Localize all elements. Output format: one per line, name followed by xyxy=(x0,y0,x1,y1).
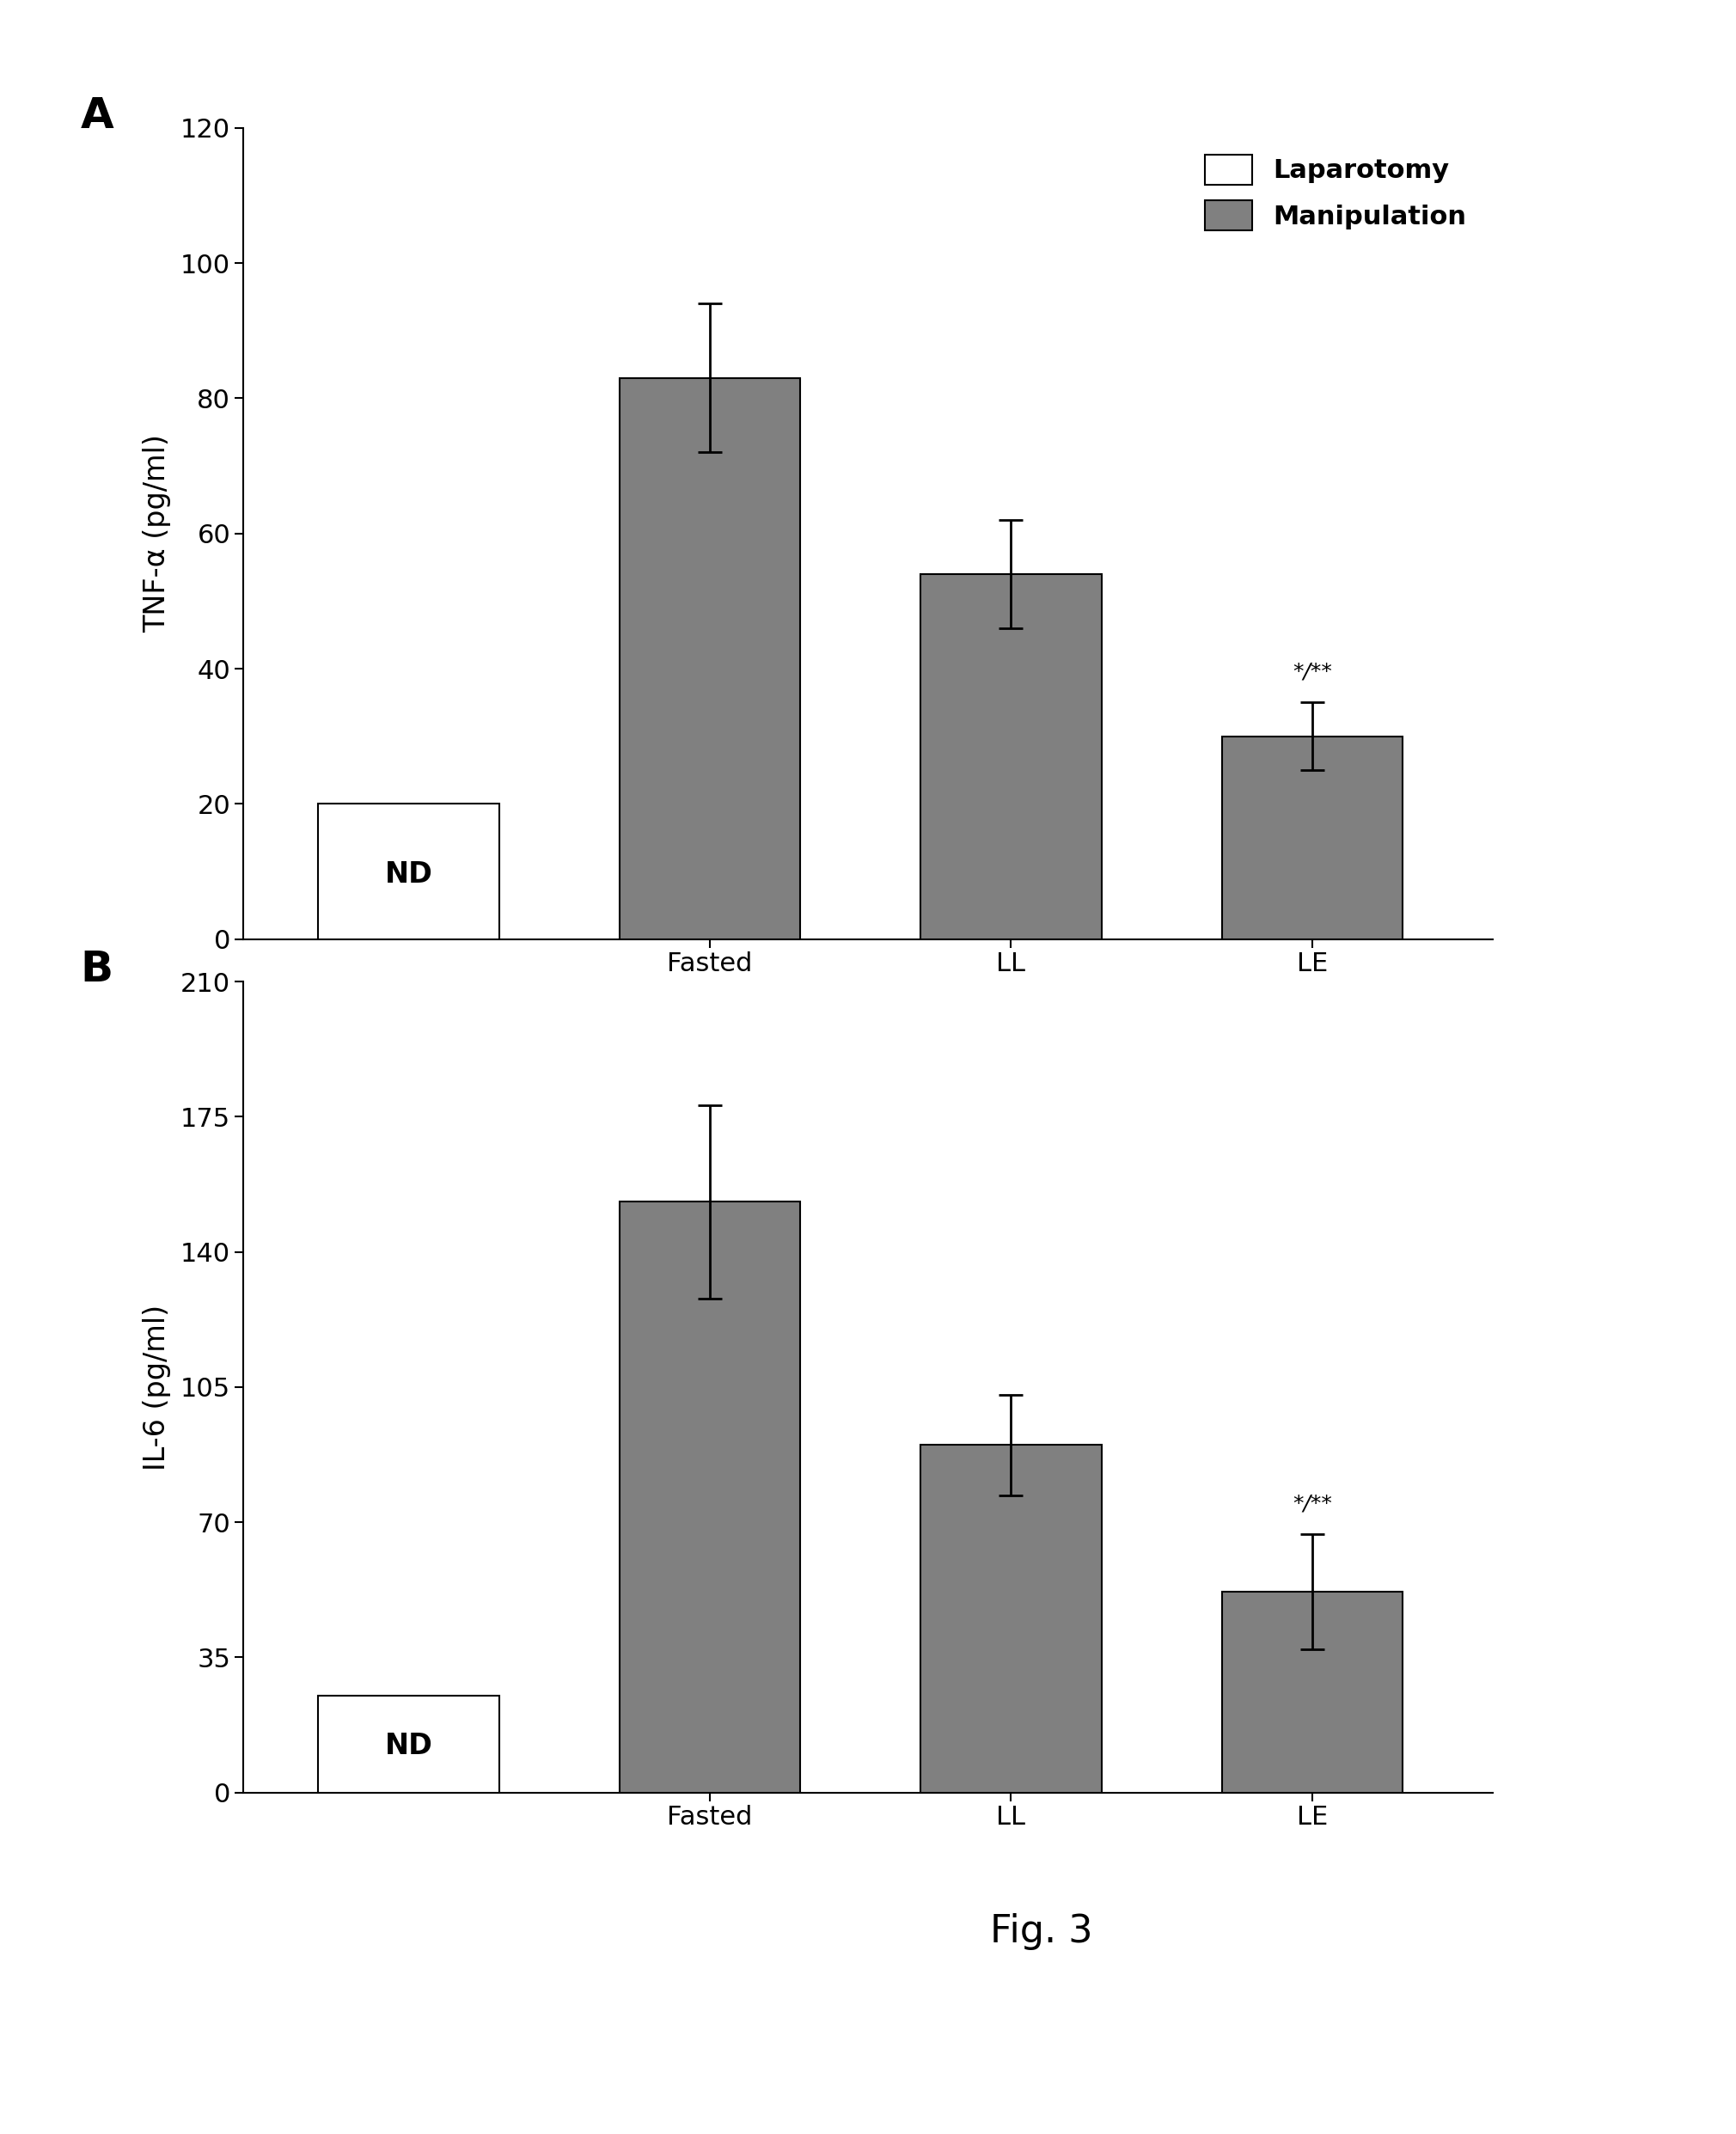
Bar xyxy=(1222,736,1403,939)
Text: ND: ND xyxy=(385,1733,432,1761)
Bar xyxy=(620,1201,800,1793)
Text: Fig. 3: Fig. 3 xyxy=(990,1912,1094,1950)
Text: A: A xyxy=(80,96,115,137)
Y-axis label: IL-6 (pg/ml): IL-6 (pg/ml) xyxy=(142,1304,172,1470)
Bar xyxy=(920,574,1101,939)
Bar xyxy=(318,1697,498,1793)
Text: ND: ND xyxy=(385,860,432,888)
Legend: Laparotomy, Manipulation: Laparotomy, Manipulation xyxy=(1193,141,1479,243)
Bar xyxy=(920,1445,1101,1793)
Y-axis label: TNF-α (pg/ml): TNF-α (pg/ml) xyxy=(142,435,172,632)
Bar xyxy=(1222,1592,1403,1793)
Bar xyxy=(620,378,800,939)
Text: */**: */** xyxy=(1293,662,1332,683)
Bar xyxy=(318,805,498,939)
Text: */**: */** xyxy=(1293,1494,1332,1513)
Text: B: B xyxy=(80,950,113,990)
